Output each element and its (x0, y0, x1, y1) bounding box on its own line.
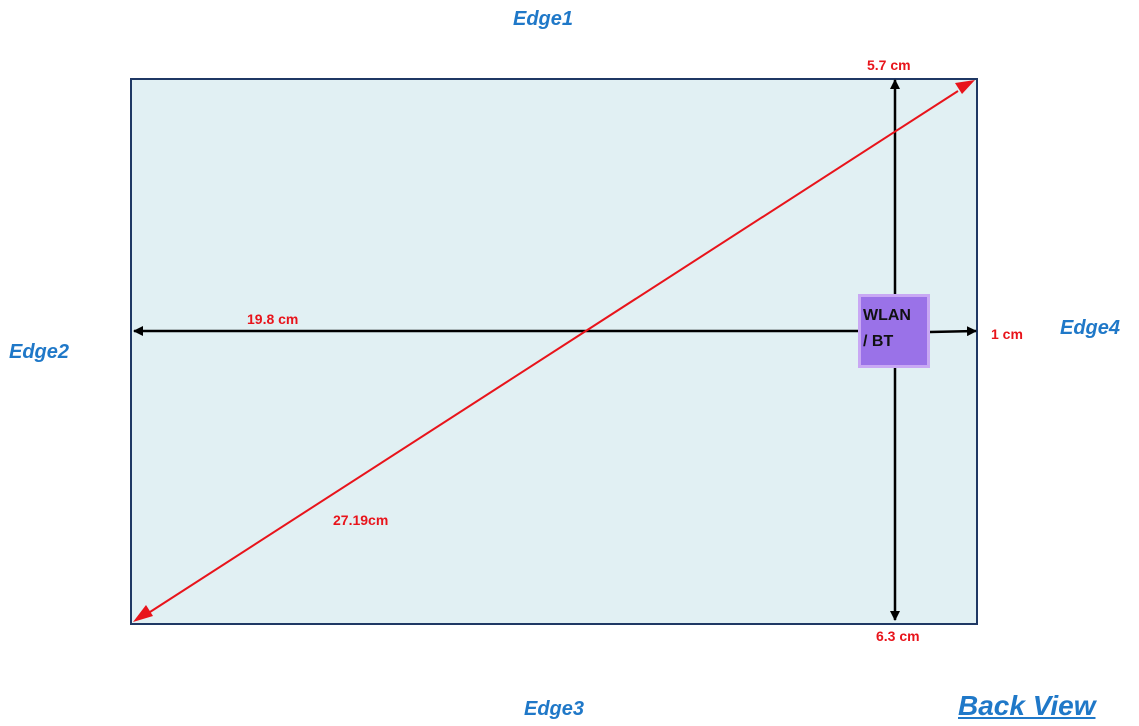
diagonal-arrowhead-top (955, 80, 975, 94)
arrow-to-edge4 (929, 326, 977, 337)
measure-to-edge3: 6.3 cm (876, 628, 920, 644)
edge4-label: Edge4 (1060, 317, 1121, 339)
edge3-label: Edge3 (524, 698, 585, 720)
wlan-bt-module: WLAN / BT (858, 294, 930, 368)
module-label-line1: WLAN (863, 307, 911, 324)
measure-to-edge4: 1 cm (991, 326, 1023, 342)
measure-to-edge2: 19.8 cm (247, 311, 299, 327)
module-label-line2: / BT (863, 333, 894, 350)
measure-diagonal: 27.19cm (333, 512, 389, 528)
edge2-label: Edge2 (9, 341, 70, 363)
edge1-label: Edge1 (513, 8, 574, 30)
view-title: Back View (958, 690, 1096, 721)
diagonal-arrowhead-bottom (133, 605, 153, 622)
measure-to-edge1: 5.7 cm (867, 57, 911, 73)
diagonal-arrow (149, 90, 959, 613)
